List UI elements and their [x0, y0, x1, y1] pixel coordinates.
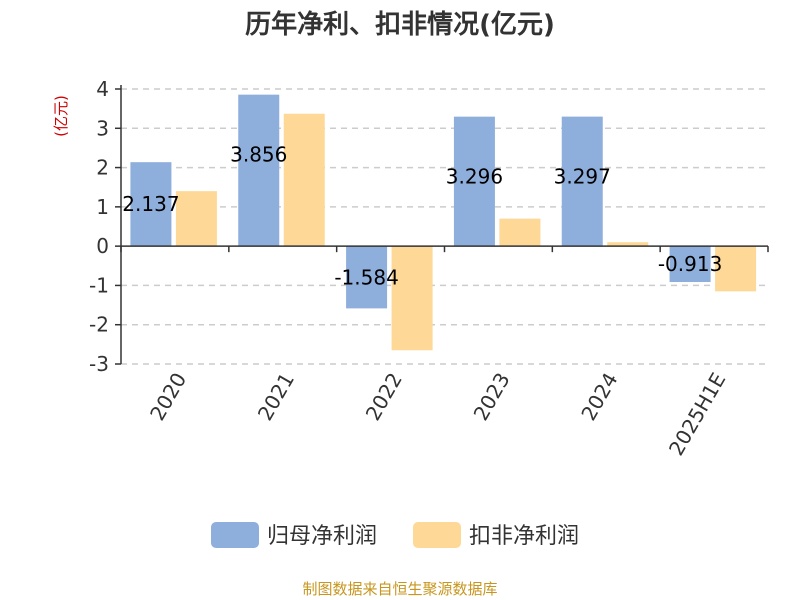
y-tick-label: 2 — [96, 156, 109, 180]
data-label: 2.137 — [122, 192, 179, 216]
legend-label: 扣非净利润 — [469, 524, 579, 549]
bar-parent-net-profit-2024 — [561, 116, 603, 247]
chart-title: 历年净利、扣非情况(亿元) — [245, 9, 555, 40]
y-axis-ticks: 4 3 2 1 0 -1 -2 -3 — [89, 77, 121, 376]
bar-deducted-net-profit-2025H1E — [715, 246, 757, 292]
gridlines — [121, 88, 768, 365]
y-tick-label: -1 — [89, 273, 109, 297]
bar-deducted-net-profit-2023 — [499, 218, 541, 247]
bar-deducted-net-profit-2021 — [283, 113, 325, 247]
bar-deducted-net-profit-2022 — [391, 246, 433, 351]
bar-parent-net-profit-2020 — [130, 162, 172, 247]
data-label: 3.297 — [554, 165, 611, 189]
data-label: -1.584 — [334, 265, 398, 289]
bar-parent-net-profit-2022 — [346, 246, 388, 309]
x-tick-label: 2021 — [253, 369, 299, 425]
legend: 归母净利润 扣非净利润 — [211, 522, 579, 549]
unit-label: (亿元) — [52, 95, 70, 137]
y-tick-label: 3 — [96, 116, 109, 140]
axes — [120, 85, 768, 364]
y-tick-label: -2 — [89, 313, 109, 337]
legend-label: 归母净利润 — [267, 524, 377, 549]
bar-deducted-net-profit-2020 — [175, 191, 217, 247]
bar-deducted-net-profit-2024 — [607, 242, 649, 247]
bar-parent-net-profit-2025H1E — [669, 246, 711, 283]
bar-parent-net-profit-2021 — [238, 94, 280, 247]
y-tick-label: 4 — [96, 77, 109, 101]
y-tick-label: 1 — [96, 195, 109, 219]
x-tick-label: 2022 — [361, 369, 407, 425]
data-label: -0.913 — [658, 252, 722, 276]
data-label: 3.296 — [446, 165, 503, 189]
data-labels: 2.137 3.856 -1.584 3.296 3.297 -0.913 — [122, 143, 722, 290]
x-tick-label: 2025H1E — [664, 369, 730, 460]
x-tick-label: 2020 — [145, 369, 191, 425]
bar-parent-net-profit-2023 — [453, 116, 495, 247]
y-tick-label: 0 — [96, 234, 109, 258]
legend-swatch — [211, 522, 259, 548]
x-tick-label: 2024 — [576, 369, 622, 425]
legend-swatch — [413, 522, 461, 548]
x-tick-label: 2023 — [469, 368, 515, 424]
y-tick-label: -3 — [89, 352, 109, 376]
bars — [130, 94, 757, 351]
data-label: 3.856 — [230, 143, 287, 167]
source-note: 制图数据来自恒生聚源数据库 — [302, 580, 497, 598]
